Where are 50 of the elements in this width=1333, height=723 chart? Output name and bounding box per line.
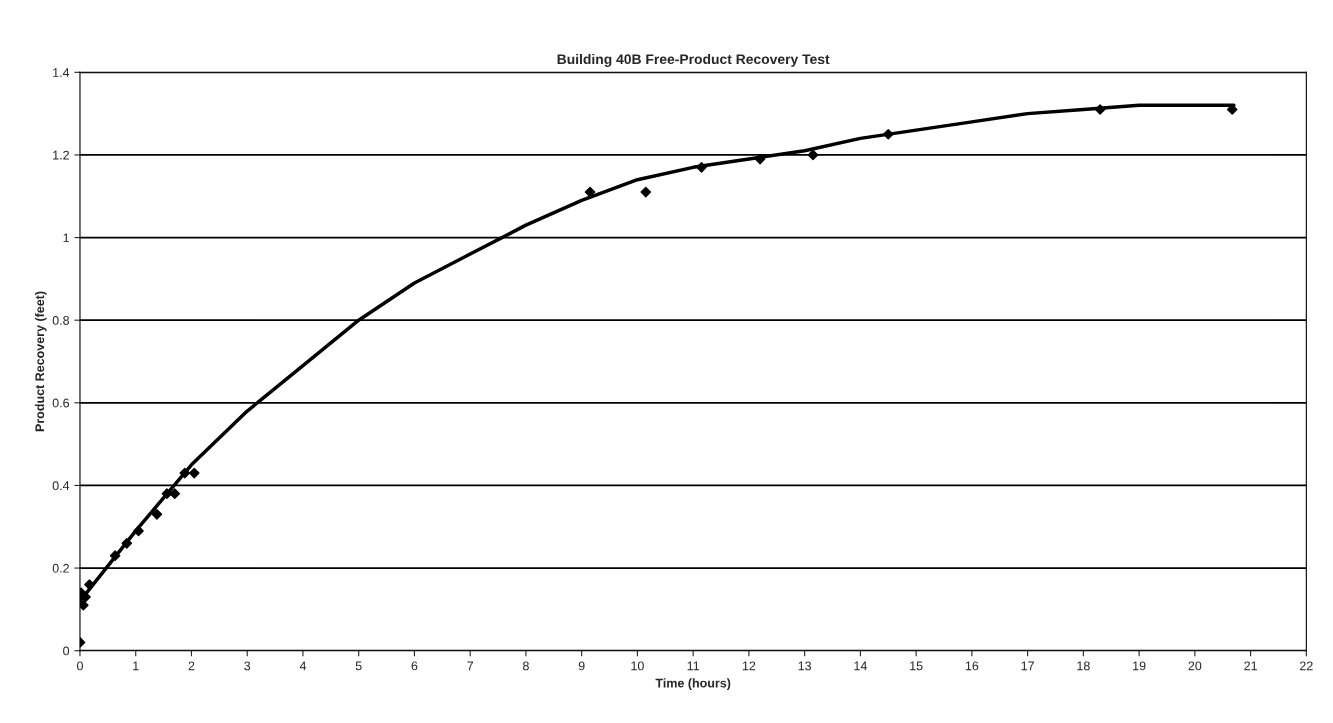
y-tick-label: 0.2 bbox=[52, 563, 69, 573]
x-tick-label: 12 bbox=[742, 661, 756, 671]
x-tick-label: 3 bbox=[244, 661, 251, 671]
x-tick-label: 11 bbox=[687, 661, 700, 671]
point bbox=[640, 186, 652, 198]
x-tick-label: 22 bbox=[1300, 661, 1313, 671]
x-tick-label: 4 bbox=[299, 661, 307, 671]
point bbox=[133, 525, 144, 537]
x-tick-label: 14 bbox=[854, 661, 867, 671]
x-axis-title: Time (hours) bbox=[655, 678, 731, 690]
x-tick-label: 8 bbox=[523, 661, 529, 671]
point bbox=[80, 591, 91, 603]
y-tick-label: 1 bbox=[63, 233, 69, 243]
x-tick-label: 17 bbox=[1021, 661, 1034, 671]
point bbox=[696, 162, 707, 173]
x-tick-label: 1 bbox=[133, 661, 139, 671]
x-tick-label: 5 bbox=[355, 661, 362, 671]
x-tick-label: 19 bbox=[1133, 661, 1146, 671]
x-tick-label: 10 bbox=[631, 661, 644, 671]
y-tick-label: 1.2 bbox=[53, 150, 69, 160]
point bbox=[188, 467, 200, 479]
y-tick-label: 1.4 bbox=[53, 68, 70, 77]
point bbox=[84, 579, 95, 590]
y-tick-label: 0.8 bbox=[52, 315, 70, 325]
y-tick-label: 0.6 bbox=[52, 398, 70, 408]
x-tick-label: 0 bbox=[76, 661, 83, 671]
point bbox=[882, 128, 894, 140]
x-tick-label: 13 bbox=[798, 661, 812, 671]
x-tick-label: 7 bbox=[467, 661, 474, 671]
point bbox=[79, 599, 89, 611]
point bbox=[109, 550, 121, 561]
x-tick-label: 18 bbox=[1077, 661, 1090, 671]
x-tick-label: 21 bbox=[1244, 661, 1257, 671]
x-tick-label: 6 bbox=[411, 661, 418, 671]
chart-title: Building 40B Free-Product Recovery Test bbox=[557, 53, 830, 67]
point bbox=[151, 509, 163, 520]
x-tick-label: 15 bbox=[910, 661, 923, 671]
point bbox=[807, 149, 819, 161]
y-axis-title: Product Recovery (feet) bbox=[34, 291, 47, 432]
x-tick-label: 20 bbox=[1188, 661, 1202, 671]
point bbox=[179, 467, 191, 479]
point bbox=[754, 153, 766, 165]
y-tick-label: 0 bbox=[63, 646, 70, 656]
x-tick-label: 16 bbox=[965, 661, 979, 671]
point bbox=[1094, 104, 1106, 115]
x-tick-label: 9 bbox=[578, 661, 585, 671]
x-tick-label: 2 bbox=[188, 661, 195, 671]
point bbox=[169, 488, 181, 500]
y-tick-label: 0.4 bbox=[52, 481, 70, 491]
point bbox=[121, 537, 133, 549]
